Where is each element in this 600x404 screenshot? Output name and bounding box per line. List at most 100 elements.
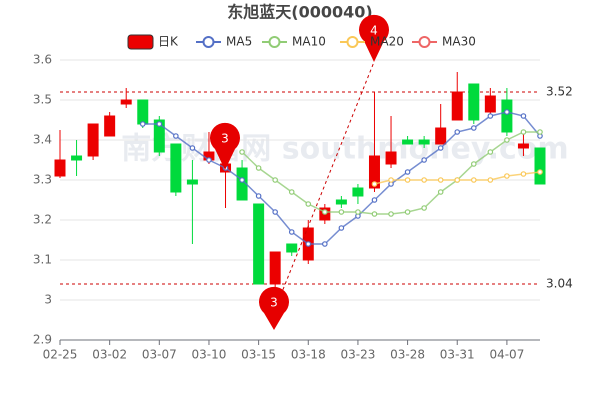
ma-point <box>388 177 394 183</box>
legend-item: 日K <box>127 34 179 50</box>
pin-label: 3 <box>270 296 278 310</box>
x-tick-label: 03-31 <box>440 348 475 362</box>
x-tick-label: 03-28 <box>390 348 425 362</box>
ma-point <box>404 177 411 183</box>
ma-point <box>437 145 444 151</box>
candle-body <box>71 155 83 161</box>
ma-point <box>421 205 427 211</box>
ma-point <box>371 197 378 203</box>
candle-body <box>501 99 513 133</box>
pin-label: 4 <box>370 24 378 38</box>
candle-body <box>137 99 149 125</box>
candle-body <box>534 147 546 185</box>
x-tick-label: 03-18 <box>291 348 326 362</box>
pin <box>359 14 389 63</box>
ma-point <box>355 209 361 215</box>
ma-point <box>437 189 444 195</box>
candle-body <box>153 119 165 153</box>
ma-point <box>437 177 444 183</box>
ma-point <box>239 177 245 183</box>
ma-point <box>189 145 196 151</box>
y-tick-label: 3.5 <box>33 93 52 107</box>
ma-point <box>487 149 494 155</box>
x-tick-label: 03-07 <box>142 348 177 362</box>
ma-point <box>470 177 477 183</box>
candle-body <box>87 123 99 157</box>
legend-item: MA5 <box>196 35 252 49</box>
legend-swatch <box>202 36 215 48</box>
candle-body <box>253 203 265 285</box>
ma-point <box>255 193 262 199</box>
ma-point <box>388 211 394 217</box>
legend-label: MA30 <box>442 35 476 49</box>
x-tick-label: 02-25 <box>43 348 78 362</box>
ma-point <box>173 133 179 139</box>
ma-point <box>404 209 411 215</box>
legend-item: MA30 <box>412 35 476 49</box>
candle-body <box>451 91 463 121</box>
candle-body <box>286 243 298 253</box>
ma-point <box>305 201 312 207</box>
candle-body <box>402 139 414 145</box>
reference-label: 3.52 <box>546 85 573 99</box>
ma-point <box>421 157 427 163</box>
ma-point <box>421 177 427 183</box>
ma-point <box>487 177 494 183</box>
candle-body <box>269 251 281 285</box>
ma-point <box>288 229 295 235</box>
candle-body <box>104 115 116 137</box>
candle-body <box>120 99 132 105</box>
ma-point <box>537 129 543 135</box>
legend-item: MA10 <box>262 35 326 49</box>
candle-body <box>418 139 430 145</box>
ma-point <box>520 171 527 177</box>
y-tick-label: 3 <box>44 293 52 307</box>
legend-label: MA10 <box>292 35 326 49</box>
x-tick-label: 04-07 <box>489 348 524 362</box>
ma-point <box>404 169 411 175</box>
ma-point <box>371 211 378 217</box>
ma-point <box>504 173 510 179</box>
watermark: 南方财富网 southmoney.com <box>121 132 568 167</box>
candle-body <box>435 127 447 145</box>
chart-title: 东旭蓝天(000040) <box>227 3 372 22</box>
ma-point <box>520 113 527 119</box>
candle-body <box>170 143 182 193</box>
ma-point <box>487 113 494 119</box>
y-tick-label: 2.9 <box>33 333 52 347</box>
legend-swatch <box>418 36 431 48</box>
x-tick-label: 03-23 <box>340 348 375 362</box>
legend-swatch <box>268 36 281 48</box>
pin-label: 3 <box>221 132 229 146</box>
pin <box>210 122 241 170</box>
ma-point <box>156 121 163 127</box>
ma-point <box>322 209 328 215</box>
x-tick-label: 03-02 <box>92 348 127 362</box>
legend-swatch <box>346 36 359 48</box>
candle-body <box>186 179 198 185</box>
ma-point <box>255 165 262 171</box>
legend-swatch <box>127 34 154 50</box>
ma-point <box>322 241 328 247</box>
ma-point <box>139 121 146 127</box>
ma-point <box>504 137 510 143</box>
ma-point <box>470 161 477 167</box>
ma-point <box>239 149 245 155</box>
legend-label: MA20 <box>370 35 404 49</box>
candle-body <box>517 143 529 149</box>
y-tick-label: 3.2 <box>33 213 52 227</box>
pin <box>258 286 289 330</box>
ma-point <box>520 129 527 135</box>
ma-point <box>454 129 461 135</box>
candle-body <box>54 159 66 177</box>
ma-point <box>206 157 212 163</box>
candle-body <box>335 199 347 205</box>
legend-label: 日K <box>158 35 179 49</box>
ma-point <box>371 181 378 187</box>
ma-point <box>338 209 345 215</box>
legend-item: MA20 <box>340 35 404 49</box>
y-tick-label: 3.1 <box>33 253 52 267</box>
ma-point <box>537 169 543 175</box>
